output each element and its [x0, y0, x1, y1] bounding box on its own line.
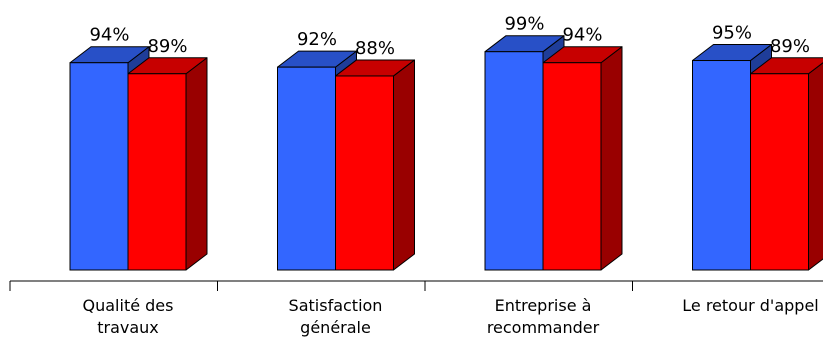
bars	[69, 35, 823, 271]
data-label: 92%	[297, 29, 337, 50]
category-labels: Qualité des travaux Satisfaction générale En…	[83, 296, 819, 337]
bar-side-face	[393, 59, 415, 271]
bar-front-face	[692, 60, 751, 271]
category-label: travaux	[97, 318, 159, 337]
category-label: Qualité des	[83, 296, 174, 315]
bar-front-face	[542, 62, 602, 271]
category-axis	[9, 280, 823, 291]
data-label: 89%	[770, 36, 810, 57]
data-label: 89%	[147, 36, 187, 57]
bar-front-face	[277, 66, 336, 271]
bar-side-face	[808, 62, 823, 271]
data-label: 94%	[562, 25, 602, 46]
data-label: 95%	[712, 23, 752, 44]
bar-side-face	[185, 57, 208, 271]
bar-front-face	[127, 73, 187, 271]
bar	[750, 57, 823, 271]
category-label: Le retour d'appel	[682, 296, 818, 315]
bar-front-face	[335, 75, 394, 271]
data-labels: 94% 89% 92% 88% 99% 94% 95% 89%	[89, 14, 810, 59]
category-label: générale	[300, 318, 371, 337]
data-label: 99%	[504, 14, 544, 35]
bar-side-face	[600, 46, 623, 271]
category-label: recommander	[487, 318, 600, 337]
bar-front-face	[750, 73, 809, 271]
data-label: 88%	[355, 38, 395, 59]
category-label: Entreprise à	[495, 296, 592, 315]
bar-front-face	[69, 62, 129, 271]
data-label: 94%	[89, 25, 129, 46]
bar	[335, 59, 415, 271]
bar	[542, 46, 623, 271]
category-label: Satisfaction	[289, 296, 383, 315]
bar-front-face	[484, 51, 544, 271]
bar	[127, 57, 208, 271]
